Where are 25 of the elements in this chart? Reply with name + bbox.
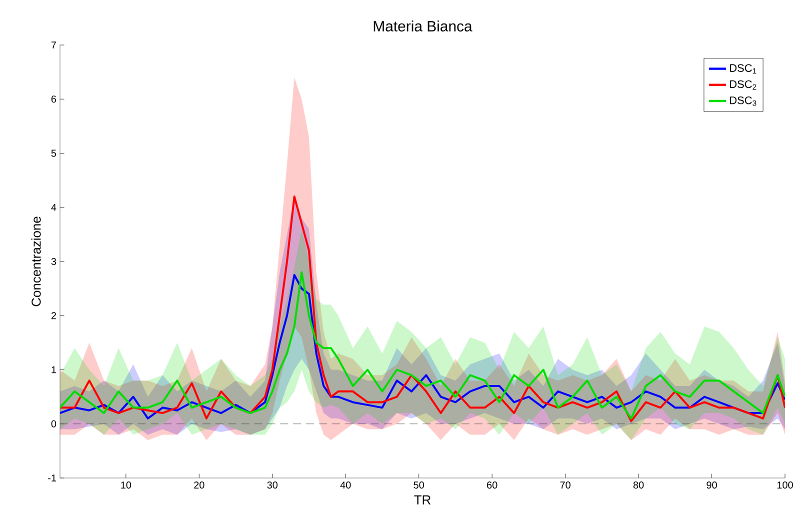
y-tick-label: 3 [51, 258, 56, 266]
x-tick-label: 90 [706, 482, 717, 489]
x-tick-label: 60 [487, 482, 498, 489]
x-tick-label: 80 [633, 482, 644, 489]
x-tick-label: 100 [777, 482, 793, 489]
x-axis-title: TR [414, 495, 431, 504]
y-tick-label: 5 [51, 150, 56, 157]
x-tick-label: 30 [267, 482, 278, 489]
legend-label: DSC$_{3}$ [730, 96, 756, 106]
chart-title: Materia Bianca [374, 20, 472, 32]
y-tick-label: 0 [51, 420, 56, 428]
y-tick-label: 4 [51, 204, 56, 211]
x-tick-label: 70 [560, 482, 570, 489]
y-tick-label: 6 [51, 96, 56, 103]
legend-label: DSC$_{2}$ [730, 80, 756, 90]
y-tick-label: 7 [51, 42, 56, 48]
x-tick-label: 10 [121, 482, 132, 489]
x-tick-label: 20 [194, 482, 204, 489]
x-tick-label: 40 [340, 482, 351, 489]
y-axis-title: Concentrazione [31, 216, 41, 306]
y-tick-label: 2 [51, 312, 56, 320]
y-tick-label: 1 [52, 366, 56, 374]
x-tick-label: 50 [414, 482, 424, 489]
y-tick-label: -1 [48, 474, 56, 482]
legend-label: DSC$_{1}$ [730, 64, 756, 74]
